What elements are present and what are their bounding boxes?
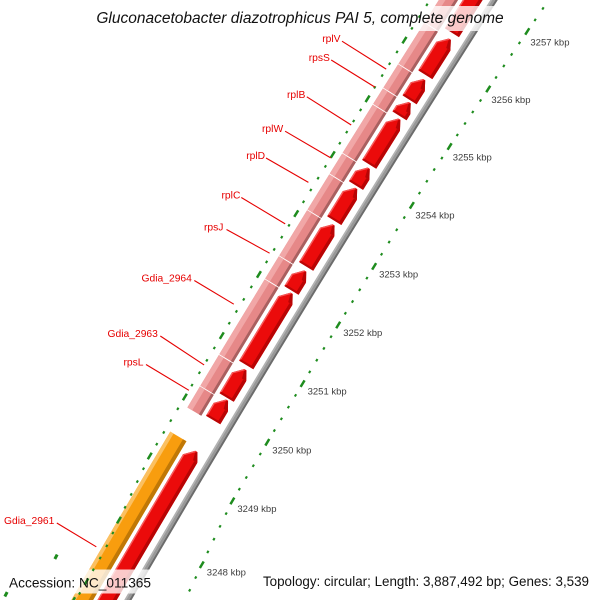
svg-text:Gdia_2963: Gdia_2963 [108,329,159,340]
svg-text:Topology: circular; Length: 3,: Topology: circular; Length: 3,887,492 bp… [263,574,589,589]
svg-text:rplW: rplW [262,124,283,135]
svg-text:3254 kbp: 3254 kbp [415,211,454,222]
svg-text:3248 kbp: 3248 kbp [207,568,246,579]
svg-text:3252 kbp: 3252 kbp [343,328,382,339]
svg-text:rpsJ: rpsJ [204,223,223,234]
svg-text:rplD: rplD [246,151,265,162]
svg-text:rplB: rplB [287,90,305,101]
svg-text:3250 kbp: 3250 kbp [272,445,311,456]
svg-text:Gdia_2964: Gdia_2964 [142,274,193,285]
svg-text:3249 kbp: 3249 kbp [237,504,276,515]
svg-text:Accession: NC_011365: Accession: NC_011365 [9,576,151,591]
svg-text:3256 kbp: 3256 kbp [491,95,530,106]
svg-text:3257 kbp: 3257 kbp [530,37,569,48]
svg-text:3253 kbp: 3253 kbp [379,269,418,280]
svg-text:3251 kbp: 3251 kbp [308,387,347,398]
svg-text:Gluconacetobacter diazotrophic: Gluconacetobacter diazotrophicus PAI 5, … [96,10,504,27]
svg-text:Gdia_2961: Gdia_2961 [4,516,55,527]
svg-text:rpsL: rpsL [124,358,144,369]
svg-text:rplC: rplC [222,191,241,202]
svg-text:rplV: rplV [322,34,340,45]
svg-text:rpsS: rpsS [309,53,330,64]
svg-text:3255 kbp: 3255 kbp [453,153,492,164]
